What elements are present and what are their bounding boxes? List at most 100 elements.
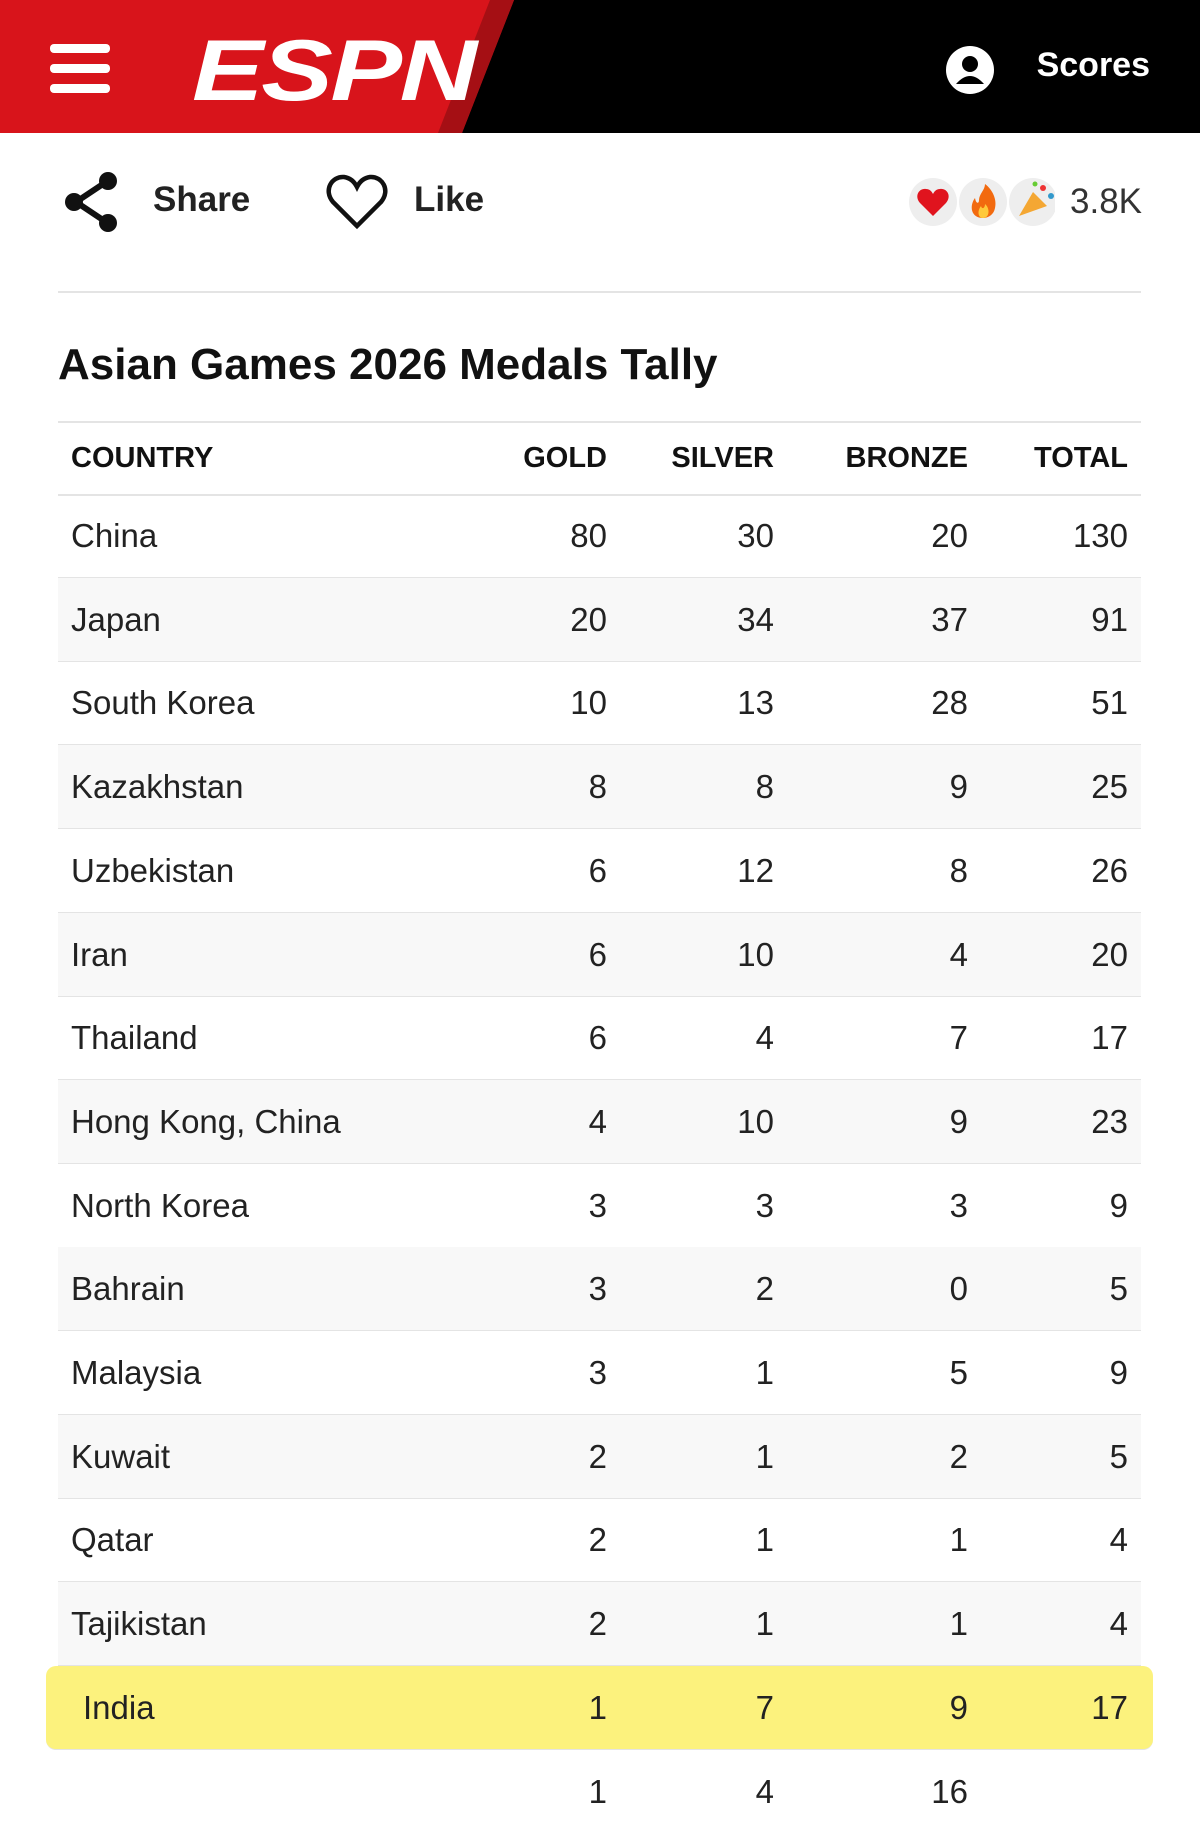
country-cell: Uzbekistan	[71, 851, 235, 889]
medal-cell: 9	[1109, 1354, 1128, 1391]
share-button[interactable]: Share	[153, 180, 251, 219]
table-row: China 80 30 20 130	[58, 494, 1141, 578]
table-row: South Korea 10 13 28 51	[58, 661, 1141, 746]
medal-cell: 80	[570, 517, 607, 554]
medal-cell: 0	[949, 1270, 968, 1308]
country-cell: South Korea	[71, 684, 255, 722]
medal-cell: 1	[755, 1521, 774, 1559]
medal-cell: 37	[931, 600, 968, 638]
medal-cell: 2	[588, 1437, 607, 1475]
medal-cell: 23	[1091, 1102, 1128, 1140]
country-cell: Qatar	[71, 1521, 154, 1559]
column-header: GOLD	[523, 442, 607, 474]
table-row: Malaysia 3 1 5 9	[58, 1331, 1141, 1415]
medal-cell: 3	[755, 1186, 774, 1224]
medal-cell: 130	[1072, 517, 1128, 554]
country-cell: Malaysia	[71, 1354, 202, 1391]
table-row: Tajikistan 2 1 1 4	[58, 1582, 1141, 1667]
medal-cell: 13	[737, 684, 774, 722]
like-button[interactable]: Like	[414, 180, 485, 219]
medal-cell: 17	[1091, 1688, 1128, 1726]
highlighted-row: India 1 7 9 17	[46, 1665, 1153, 1750]
medal-cell: 28	[931, 684, 968, 722]
medal-cell: 5	[1109, 1270, 1128, 1308]
medal-cell: 1	[949, 1605, 968, 1643]
country-cell: Tajikistan	[71, 1605, 207, 1643]
medal-cell: 25	[1091, 768, 1128, 806]
share-icon[interactable]	[62, 170, 122, 234]
table-row: Thailand 6 4 7 17	[58, 996, 1141, 1081]
medal-cell: 20	[570, 600, 607, 638]
medal-cell: 10	[737, 935, 774, 973]
table-row: Bahrain 3 2 0 5	[58, 1247, 1141, 1332]
medal-cell: 1	[588, 1688, 607, 1726]
country-cell: Kuwait	[71, 1437, 171, 1475]
medal-cell: 12	[737, 851, 774, 889]
header-row: COUNTRY GOLD SILVER BRONZE TOTAL	[58, 421, 1141, 496]
medal-cell: 5	[1109, 1437, 1128, 1475]
medal-cell: 9	[949, 1102, 968, 1140]
country-cell: China	[71, 517, 158, 554]
country-cell: Iran	[71, 935, 128, 973]
country-cell: India	[83, 1688, 155, 1726]
divider	[58, 291, 1141, 293]
table-row: Iran 6 10 4 20	[58, 912, 1141, 997]
country-cell: Kazakhstan	[71, 768, 244, 806]
country-cell: Japan	[71, 600, 161, 638]
partial-row: 1 4 16	[58, 1750, 1141, 1833]
medal-cell: 10	[570, 684, 607, 722]
medal-cell: 6	[588, 1019, 607, 1057]
medal-cell: 1	[949, 1521, 968, 1559]
medal-cell: 4	[1109, 1605, 1128, 1643]
table-row: Kazakhstan 8 8 9 25	[58, 745, 1141, 830]
medal-cell: 6	[588, 851, 607, 889]
medal-cell: 1	[755, 1354, 774, 1391]
table-row: Kuwait 2 1 2 5	[58, 1414, 1141, 1499]
medal-cell: 7	[755, 1688, 774, 1726]
country-cell: Thailand	[71, 1019, 198, 1057]
medal-cell: 6	[588, 935, 607, 973]
medal-cell: 4	[1109, 1521, 1128, 1559]
medal-cell: 8	[755, 768, 774, 806]
table-row: Hong Kong, China 4 10 9 23	[58, 1079, 1141, 1164]
column-header: SILVER	[671, 442, 774, 474]
medal-cell: 4	[755, 1019, 774, 1057]
like-icon[interactable]	[326, 172, 388, 232]
medal-cell: 4	[755, 1772, 774, 1810]
account-icon[interactable]	[944, 44, 996, 96]
medal-cell: 5	[949, 1354, 968, 1391]
scores-link[interactable]: Scores	[1036, 46, 1150, 84]
medal-cell: 20	[1091, 935, 1128, 973]
medal-cell: 8	[949, 851, 968, 889]
column-header: COUNTRY	[71, 442, 214, 474]
country-cell: Hong Kong, China	[71, 1102, 341, 1140]
reaction-count: 3.8K	[1070, 182, 1142, 221]
medal-cell: 51	[1091, 684, 1128, 722]
column-header: TOTAL	[1034, 442, 1128, 474]
medal-cell: 7	[949, 1019, 968, 1057]
medal-cell: 20	[931, 517, 968, 554]
medal-cell: 1	[755, 1605, 774, 1643]
table-title: Asian Games 2026 Medals Tally	[58, 340, 718, 389]
medal-cell: 2	[755, 1270, 774, 1308]
medal-cell: 16	[931, 1772, 968, 1810]
table-row: Uzbekistan 6 12 8 26	[58, 829, 1141, 913]
medal-cell: 34	[737, 600, 774, 638]
espn-logo[interactable]: ESPN	[192, 23, 477, 119]
table-row: Qatar 2 1 1 4	[58, 1498, 1141, 1583]
red-panel	[0, 0, 514, 133]
medal-cell: 10	[737, 1102, 774, 1140]
medal-cell: 4	[588, 1102, 607, 1140]
medal-cell: 4	[949, 935, 968, 973]
reaction-icons	[909, 178, 1055, 226]
medal-cell: 3	[588, 1354, 607, 1391]
medal-cell: 1	[755, 1437, 774, 1475]
country-cell: Bahrain	[71, 1270, 185, 1308]
medal-cell: 3	[588, 1270, 607, 1308]
medal-cell: 9	[949, 768, 968, 806]
medal-cell: 9	[949, 1688, 968, 1726]
medal-cell: 26	[1091, 851, 1128, 889]
medal-cell: 2	[588, 1521, 607, 1559]
medal-cell: 9	[1109, 1186, 1128, 1224]
